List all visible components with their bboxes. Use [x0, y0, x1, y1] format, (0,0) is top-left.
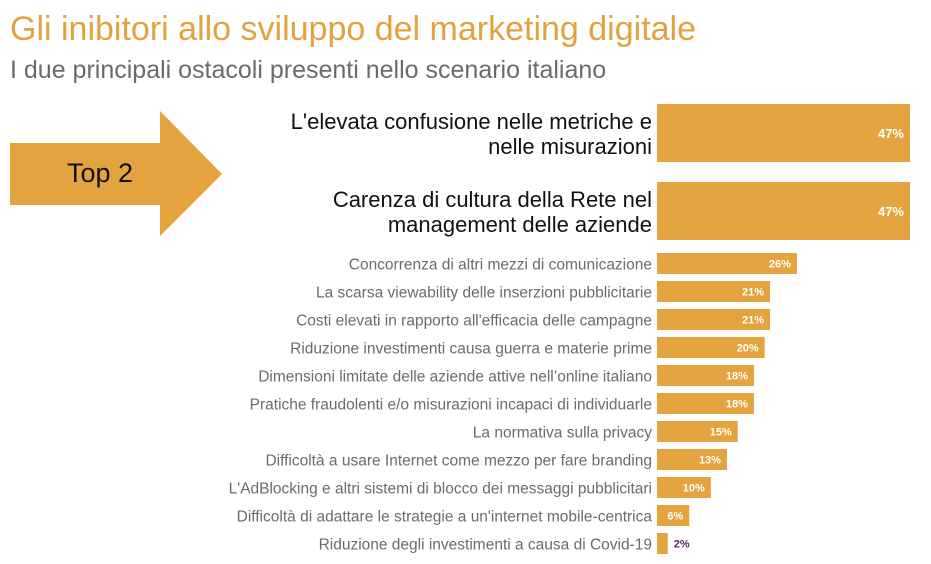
value-label: 13% — [699, 455, 721, 467]
category-label-line: Dimensioni limitate delle aziende attive… — [258, 369, 652, 386]
category-label: Riduzione investimenti causa guerra e ma… — [290, 341, 652, 358]
bar — [657, 309, 771, 330]
bar — [657, 182, 910, 240]
category-label-line: Concorrenza di altri mezzi di comunicazi… — [349, 257, 652, 274]
bar — [657, 393, 754, 414]
value-label: 26% — [769, 259, 791, 271]
category-label-line: management delle aziende — [388, 212, 652, 237]
bar — [657, 421, 738, 442]
value-label: 18% — [726, 399, 748, 411]
category-label: Riduzione degli investimenti a causa di … — [319, 537, 652, 554]
bar — [657, 449, 727, 470]
bar — [657, 505, 690, 526]
chart-subtitle: I due principali ostacoli presenti nello… — [10, 56, 607, 84]
value-label: 20% — [737, 343, 759, 355]
category-label: Dimensioni limitate delle aziende attive… — [258, 369, 652, 386]
category-label-line: Costi elevati in rapporto all'efficacia … — [296, 313, 652, 330]
category-label: L'AdBlocking e altri sistemi di blocco d… — [229, 481, 652, 498]
category-label-line: Riduzione investimenti causa guerra e ma… — [290, 341, 652, 358]
category-label-line: Riduzione degli investimenti a causa di … — [319, 537, 652, 554]
value-label: 47% — [878, 126, 904, 141]
category-label-line: La scarsa viewability delle inserzioni p… — [316, 285, 652, 302]
value-label: 15% — [710, 427, 732, 439]
bar — [657, 104, 910, 162]
category-label: La scarsa viewability delle inserzioni p… — [316, 285, 652, 302]
bar — [657, 337, 765, 358]
category-label-line: Pratiche fraudolenti e/o misurazioni inc… — [250, 397, 652, 414]
category-label-line: nelle misurazioni — [488, 134, 652, 159]
category-label-line: Carenza di cultura della Rete nel — [333, 187, 652, 212]
category-label-line: Difficoltà di adattare le strategie a un… — [237, 509, 653, 526]
value-label: 21% — [742, 287, 764, 299]
chart-marks: 47% L'elevata confusione nelle metriche e… — [229, 104, 910, 554]
bar — [657, 281, 771, 302]
category-label-line: Difficoltà a usare Internet come mezzo p… — [265, 453, 652, 470]
chart-title: Gli inibitori allo sviluppo del marketin… — [10, 10, 697, 48]
category-label-line: La normativa sulla privacy — [473, 425, 652, 442]
category-label: La normativa sulla privacy — [473, 425, 652, 442]
category-label: Concorrenza di altri mezzi di comunicazi… — [349, 257, 652, 274]
value-label: 10% — [683, 483, 705, 495]
bar — [657, 533, 668, 554]
category-label: Costi elevati in rapporto all'efficacia … — [296, 313, 652, 330]
category-label: Difficoltà a usare Internet come mezzo p… — [265, 453, 652, 470]
category-label: L'elevata confusione nelle metriche e nel… — [291, 109, 652, 159]
top-2-callout: Top 2 — [10, 111, 222, 236]
bar — [657, 477, 711, 498]
category-label: Pratiche fraudolenti e/o misurazioni inc… — [250, 397, 652, 414]
bar — [657, 253, 797, 274]
category-label: Difficoltà di adattare le strategie a un… — [237, 509, 653, 526]
category-label: Carenza di cultura della Rete nel managem… — [333, 187, 652, 237]
arrow-shape — [10, 111, 222, 236]
bar — [657, 365, 754, 386]
category-label-line: L'AdBlocking e altri sistemi di blocco d… — [229, 481, 652, 498]
value-label: 2% — [674, 539, 690, 551]
value-label: 47% — [878, 204, 904, 219]
category-label-line: L'elevata confusione nelle metriche e — [291, 109, 652, 134]
value-label: 21% — [742, 315, 764, 327]
callout-label: Top 2 — [67, 158, 133, 188]
value-label: 6% — [667, 511, 683, 523]
value-label: 18% — [726, 371, 748, 383]
